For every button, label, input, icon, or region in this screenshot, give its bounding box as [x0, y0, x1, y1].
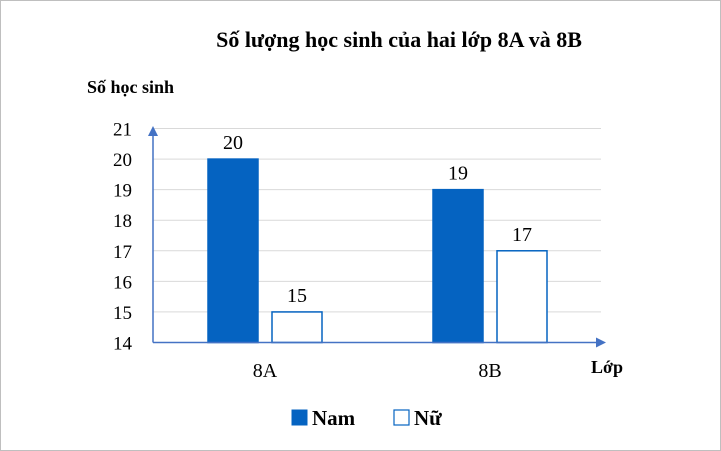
legend-label-nam: Nam — [312, 406, 356, 430]
bar-nu-8b — [496, 250, 548, 344]
category-label: 8B — [478, 360, 501, 382]
data-label: 15 — [287, 285, 307, 307]
legend-swatch-nu — [393, 409, 410, 426]
y-tick-label: 21 — [113, 120, 132, 141]
bar-nam-8a — [207, 158, 259, 344]
y-tick-label: 17 — [113, 242, 132, 263]
data-labels: 20 15 19 17 — [223, 132, 532, 307]
x-category-labels: 8A 8B — [253, 360, 502, 382]
legend-swatch-nam — [291, 409, 308, 426]
y-tick-label: 18 — [113, 211, 132, 232]
x-axis-title: Lớp — [591, 357, 623, 377]
y-tick-label: 19 — [113, 181, 132, 202]
data-label: 17 — [512, 224, 532, 246]
category-label: 8A — [253, 360, 278, 382]
y-tick-label: 16 — [113, 272, 132, 293]
y-tick-label: 14 — [113, 334, 133, 355]
legend-label-nu: Nữ — [414, 406, 442, 430]
y-tick-labels: 21 20 19 18 17 16 15 14 — [113, 120, 133, 355]
bar-nu-8a — [271, 311, 323, 344]
data-label: 20 — [223, 132, 243, 154]
y-tick-label: 15 — [113, 303, 132, 324]
chart-title: Số lượng học sinh của hai lớp 8A và 8B — [216, 27, 582, 52]
bar-nam-8b — [432, 188, 484, 344]
data-label: 19 — [448, 163, 468, 185]
legend: Nam Nữ — [291, 406, 442, 430]
y-tick-label: 20 — [113, 150, 132, 171]
y-axis-title: Số học sinh — [87, 77, 174, 97]
